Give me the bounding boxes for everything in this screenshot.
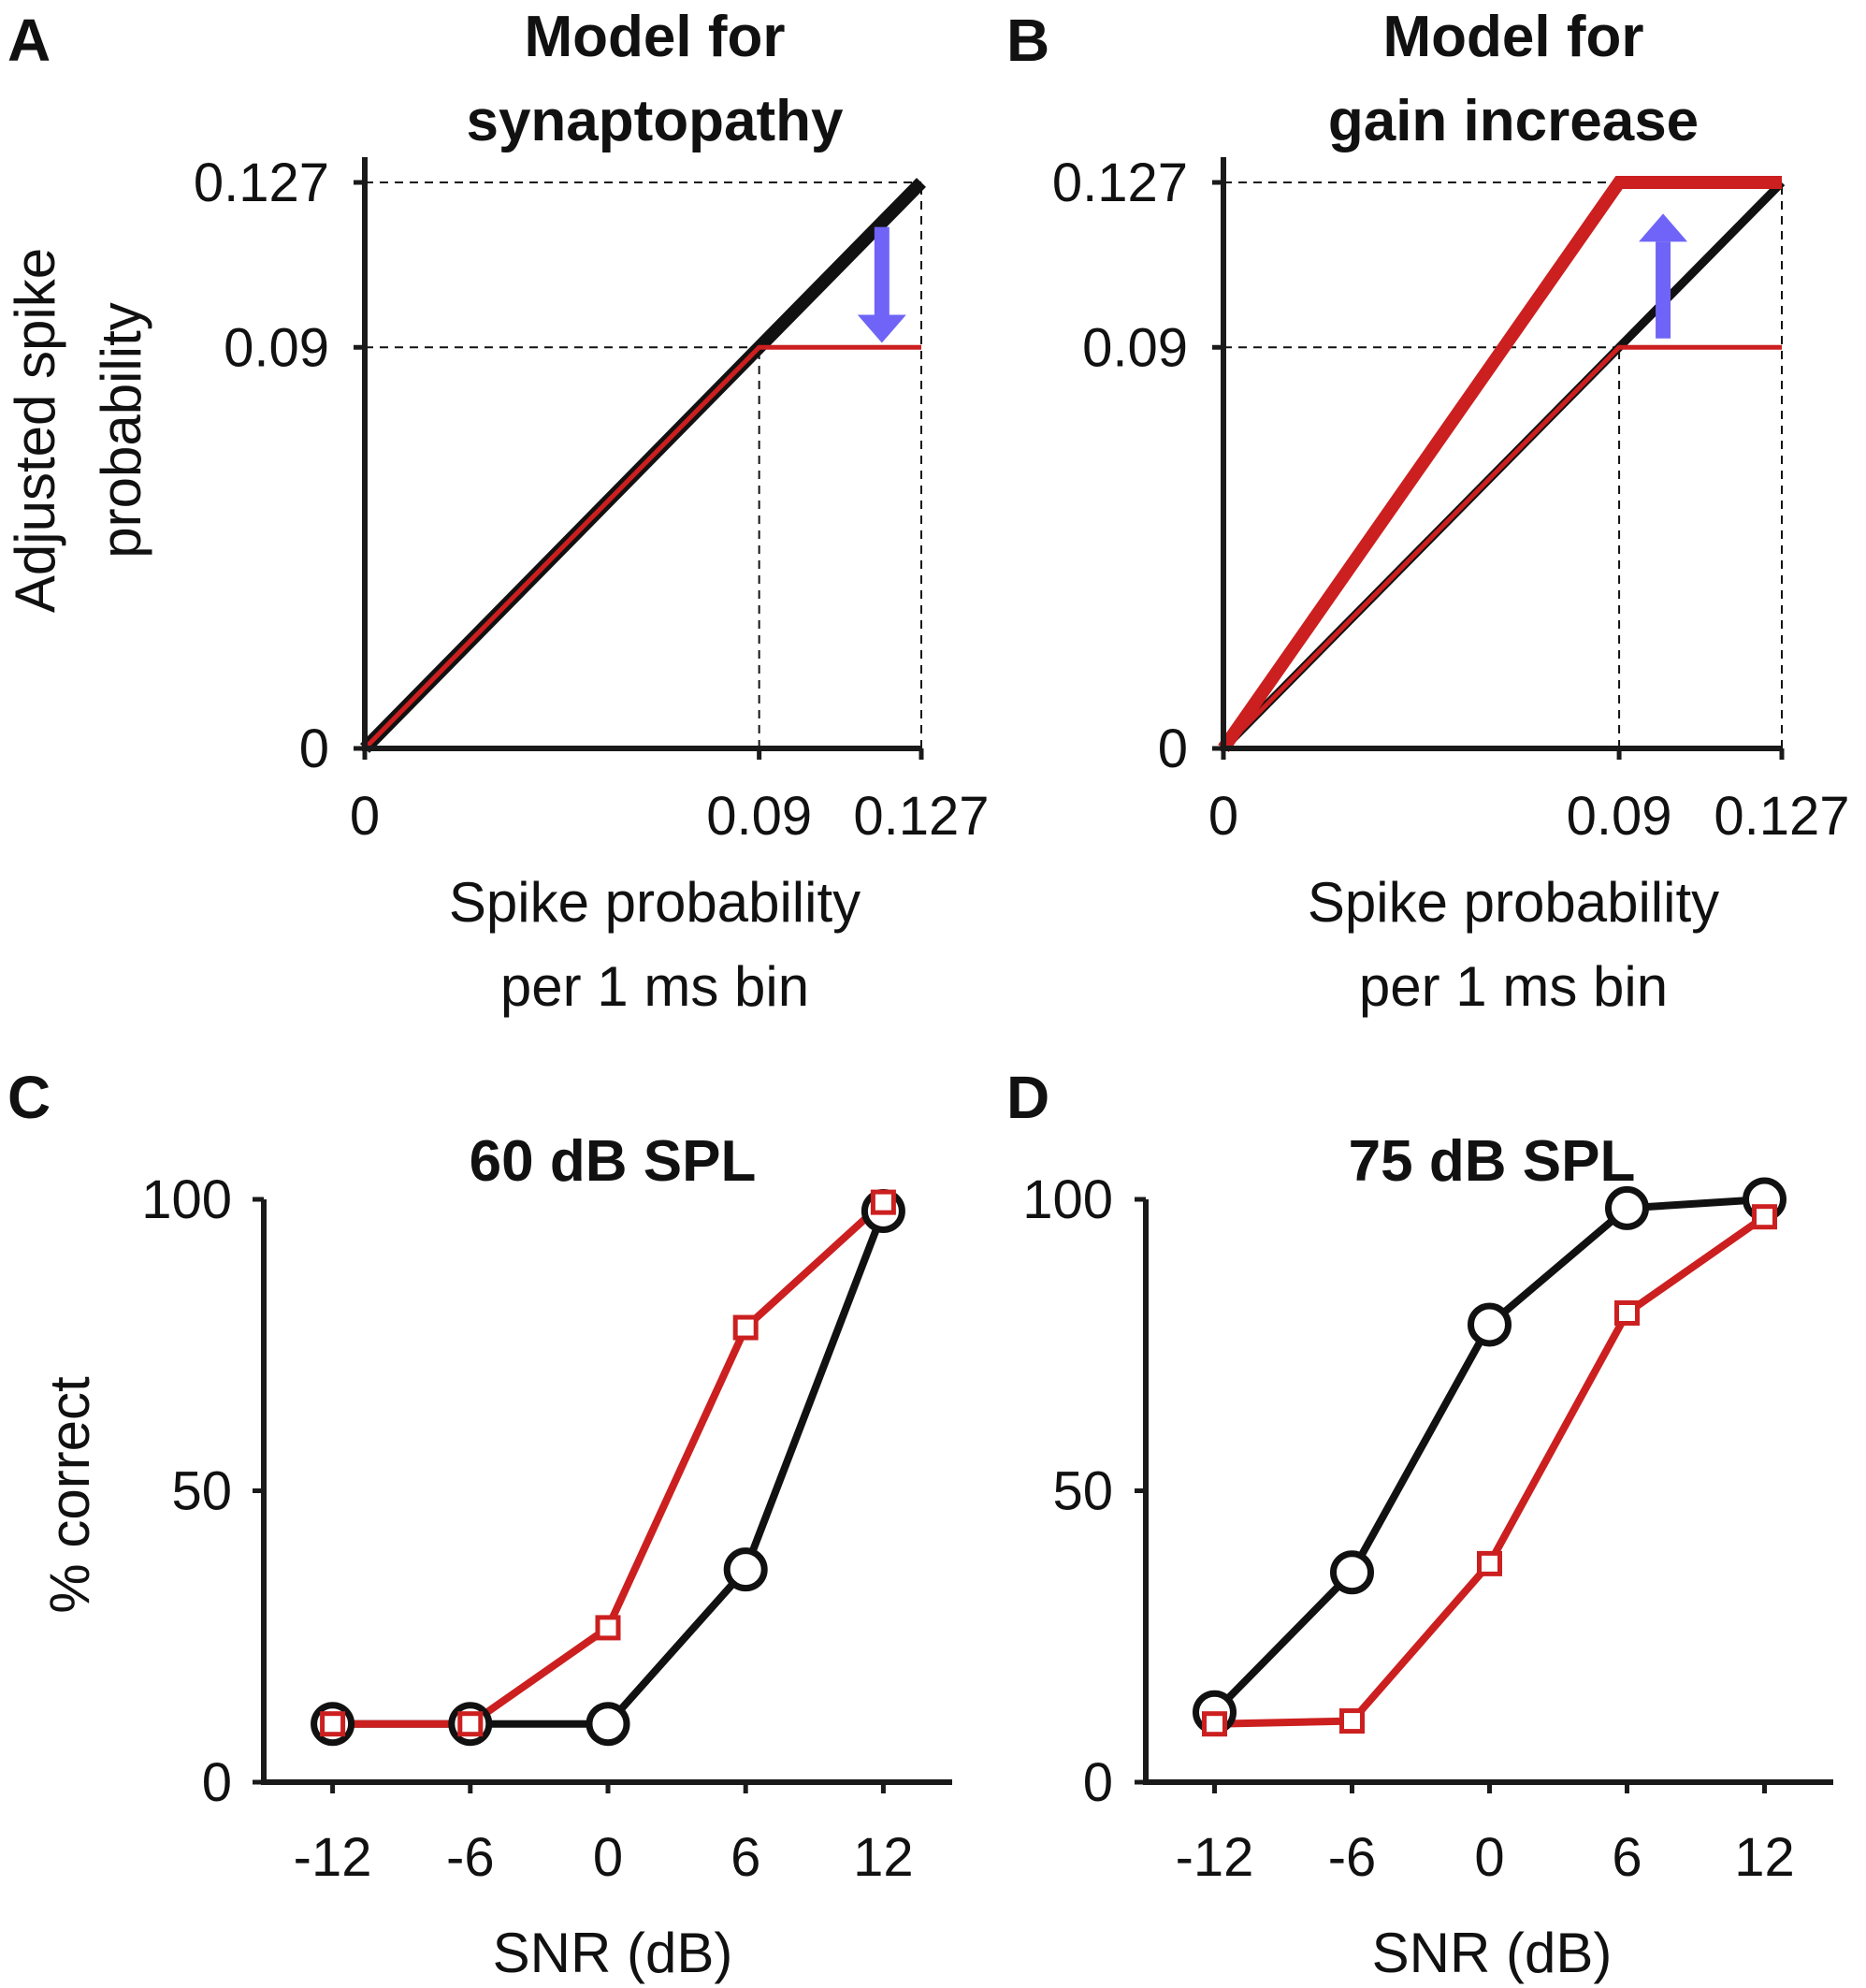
axes [261,1199,952,1785]
series-line-synaptopathy [1222,344,1782,750]
x-tick-label: 0.09 [1567,786,1672,847]
x-tick-label: -6 [446,1827,495,1888]
panel-a: A Model for synaptopathy 0 0.09 0.127 0 0.0… [4,5,990,1018]
data-point-square [595,1615,621,1641]
y-tick-label: 0.09 [224,317,329,378]
x-tick-label: 0.127 [1714,786,1849,847]
y-ticks: 0 0.09 0.127 [194,152,365,779]
y-ticks: 0 50 100 [141,1169,264,1813]
reference-lines [365,181,922,748]
chart-title: 60 dB SPL [470,1129,757,1194]
marker-layer [311,1188,905,1747]
x-tick-label: -6 [1328,1827,1377,1888]
data-point-square [320,1711,346,1737]
x-tick-label: 12 [1734,1827,1795,1888]
y-ticks: 0 0.09 0.127 [1052,152,1223,779]
data-point-square [1339,1708,1365,1734]
panel-b: B Model for gain increase 0 0.09 0.127 0 0.… [1006,5,1850,1018]
axes [1143,1199,1833,1785]
data-point-square [1752,1204,1777,1230]
arrow-layer [1639,213,1688,339]
x-tick-label: 0 [1474,1827,1504,1888]
y-tick-label: 100 [141,1169,232,1230]
y-tick-label: 0.127 [1052,152,1188,213]
x-tick-label: 0.127 [853,786,989,847]
panel-label: D [1006,1064,1049,1131]
data-point-square [1477,1550,1502,1576]
x-tick-label: 0 [350,786,380,847]
data-point-circle [1605,1185,1649,1230]
series-line-gain-increase [1218,176,1782,753]
panel-c: C 60 dB SPL -12 -6 0 6 12 0 50 100 SNR (dB) % … [7,1064,952,1984]
chart-title-line-2: synaptopathy [466,89,844,153]
x-tick-label: -12 [294,1827,372,1888]
x-ticks: 0 0.09 0.127 [350,748,990,847]
marker-layer [1193,1177,1786,1737]
x-axis-label-line-1: Spike probability [1308,871,1719,934]
series-line-normal [332,1210,888,1728]
y-tick-label: 50 [1052,1461,1113,1522]
series-layer [332,1199,888,1728]
data-point-circle [1468,1302,1512,1347]
panel-d: D 75 dB SPL -12 -6 0 6 12 0 50 100 SNR (dB) [1006,1064,1833,1984]
x-tick-label: 0.09 [706,786,812,847]
y-tick-label: 0 [1083,1752,1113,1813]
y-tick-label: 0.09 [1082,317,1188,378]
x-tick-label: 6 [730,1827,760,1888]
y-axis-label-line-1: Adjusted spike [4,248,66,613]
chart-title: 75 dB SPL [1349,1129,1636,1194]
y-tick-label: 50 [171,1461,232,1522]
data-point-square [870,1189,896,1215]
y-tick-label: 0 [1158,718,1188,779]
x-axis-label: SNR (dB) [1372,1922,1613,1984]
chart-title-line-1: Model for [525,5,786,69]
data-point-circle [1330,1550,1374,1595]
arrow-down-icon [857,314,906,343]
x-ticks: -12 -6 0 6 12 [1176,1782,1795,1888]
series-line-model [1214,1213,1767,1728]
x-ticks: -12 -6 0 6 12 [294,1782,914,1888]
x-axis-label: SNR (dB) [493,1922,733,1984]
y-tick-label: 100 [1022,1169,1113,1230]
x-tick-label: -12 [1176,1827,1254,1888]
y-tick-label: 0 [299,718,329,779]
arrow-layer [857,226,906,343]
arrow-up-icon [1639,213,1688,242]
data-point-square [1202,1711,1227,1737]
x-ticks: 0 0.09 0.127 [1208,748,1850,847]
series-layer [1211,1196,1767,1728]
x-axis-label-line-2: per 1 ms bin [500,955,809,1018]
data-point-square [457,1711,484,1737]
x-tick-label: 0 [1208,786,1238,847]
chart-title-line-1: Model for [1383,5,1644,69]
y-tick-label: 0.127 [194,152,329,213]
data-point-square [1614,1299,1640,1326]
series-line-synaptopathy [363,344,921,750]
data-point-circle [723,1547,768,1592]
panel-label: B [1006,7,1049,74]
y-axis-label: % correct [38,1376,101,1614]
series-line-model [332,1199,887,1728]
data-point-circle [586,1702,630,1747]
x-tick-label: 6 [1612,1827,1642,1888]
panel-label: C [7,1064,51,1131]
x-axis-label-line-1: Spike probability [449,871,861,934]
x-tick-label: 0 [593,1827,623,1888]
y-ticks: 0 50 100 [1022,1169,1146,1813]
series-layer [360,178,926,753]
data-point-square [732,1314,759,1341]
chart-title-line-2: gain increase [1328,89,1699,153]
y-tick-label: 0 [202,1752,232,1813]
x-tick-label: 12 [853,1827,914,1888]
panel-label: A [7,7,51,74]
x-axis-label-line-2: per 1 ms bin [1359,955,1668,1018]
series-layer [1218,176,1786,753]
y-axis-label-line-2: probability [90,302,152,559]
